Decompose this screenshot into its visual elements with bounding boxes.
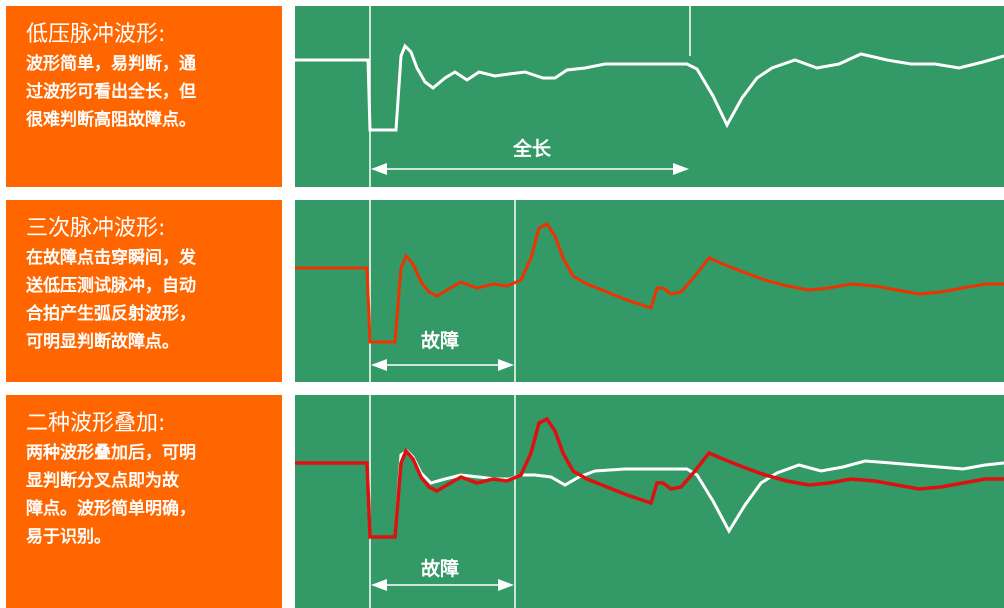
low-voltage-waveform: [295, 43, 1004, 132]
length-arrow-left-head: [371, 163, 387, 175]
waveform-svg-low-voltage: 全长: [295, 6, 1004, 187]
waveform-svg-overlay: 故障: [295, 395, 1004, 608]
label-line: 易于识别。: [26, 527, 111, 547]
waveform-panel-overlay: 故障: [295, 395, 1004, 608]
label-line: 在故障点击穿瞬间，发: [26, 248, 196, 268]
label-box-low-voltage: 低压脉冲波形: 波形简单，易判断，通 过波形可看出全长，但 很难判断高阻故障点。: [6, 6, 282, 187]
waveform-panel-low-voltage: 全长: [295, 6, 1004, 187]
fault-arrow-left-head: [371, 579, 387, 591]
label-line: 很难判断高阻故障点。: [26, 110, 196, 130]
fault-arrow-right-head: [498, 579, 514, 591]
label-line: 两种波形叠加后，可明: [26, 443, 196, 463]
label-box-overlay: 二种波形叠加: 两种波形叠加后，可明 显判断分叉点即为故 障点。波形简单明确， …: [6, 395, 282, 608]
triple-pulse-waveform: [295, 222, 1004, 344]
annotation-full-length: 全长: [512, 137, 552, 160]
fault-arrow-right-head: [498, 359, 514, 371]
label-title: 二种波形叠加:: [26, 411, 166, 436]
length-arrow-right-head: [673, 163, 689, 175]
label-line: 波形简单，易判断，通: [26, 54, 196, 74]
label-line: 显判断分叉点即为故: [26, 471, 179, 491]
overlay-red-waveform: [295, 416, 1004, 539]
label-title: 三次脉冲波形:: [26, 216, 166, 241]
label-box-triple-pulse: 三次脉冲波形: 在故障点击穿瞬间，发 送低压测试脉冲，自动 合拍产生弧反射波形，…: [6, 200, 282, 382]
waveform-svg-triple-pulse: 故障: [295, 200, 1004, 382]
label-title: 低压脉冲波形:: [26, 22, 166, 47]
annotation-fault: 故障: [421, 329, 459, 352]
label-line: 合拍产生弧反射波形，: [26, 304, 196, 324]
annotation-fault: 故障: [421, 557, 459, 580]
label-line: 障点。波形简单明确，: [26, 499, 196, 519]
fault-arrow-left-head: [371, 359, 387, 371]
waveform-panel-triple-pulse: 故障: [295, 200, 1004, 382]
label-line: 过波形可看出全长，但: [26, 82, 196, 102]
label-line: 可明显判断故障点。: [26, 332, 179, 352]
label-line: 送低压测试脉冲，自动: [26, 276, 196, 296]
